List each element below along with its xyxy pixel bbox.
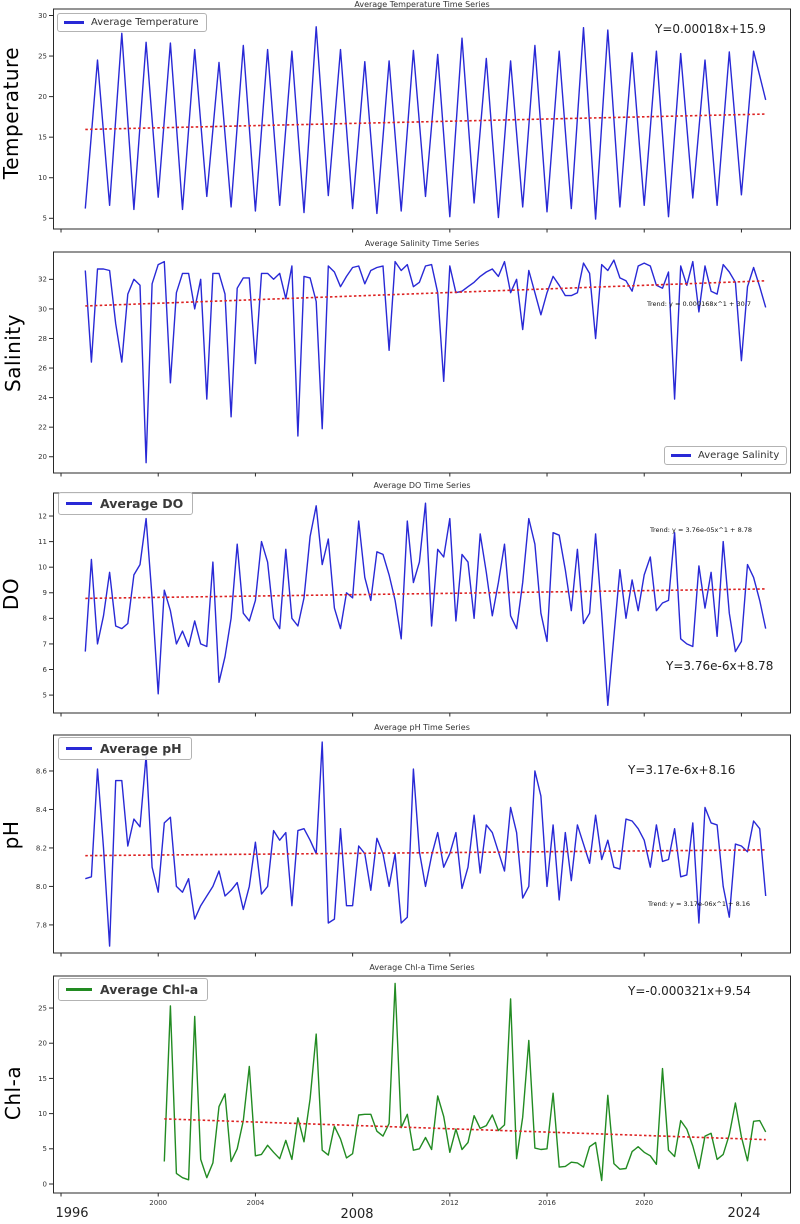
x-axis-label-1996: 1996 bbox=[55, 1206, 89, 1221]
y-tick-label: 15 bbox=[38, 134, 47, 142]
y-tick-label: 8.2 bbox=[36, 844, 47, 852]
y-tick-label: 7 bbox=[43, 640, 47, 648]
chla-series-line bbox=[163, 982, 767, 1182]
y-tick-label: 5 bbox=[43, 1145, 47, 1153]
y-tick-label: 15 bbox=[38, 1075, 47, 1083]
legend-line-swatch-temperature bbox=[64, 21, 84, 24]
ph-trend-line bbox=[85, 849, 766, 857]
legend-label-ph: Average pH bbox=[100, 741, 182, 756]
do-series-line bbox=[84, 502, 767, 707]
salinity-trend-line bbox=[85, 280, 766, 307]
x-axis-label-2024: 2024 bbox=[727, 1206, 761, 1221]
plot-border bbox=[53, 975, 791, 1194]
legend-do: Average DO bbox=[58, 492, 194, 515]
trend-annotation-ph: Trend: y = 3.17e-06x^1 + 8.16 bbox=[648, 900, 751, 908]
y-tick-label: 10 bbox=[38, 174, 47, 182]
x-tick-label: 2020 bbox=[635, 1199, 653, 1207]
y-tick-label: 30 bbox=[38, 305, 47, 313]
do-trend-line bbox=[85, 588, 766, 600]
y-tick-label: 30 bbox=[38, 12, 47, 20]
y-tick-label: 0 bbox=[43, 1180, 47, 1188]
plot-border bbox=[53, 251, 791, 474]
plot-border bbox=[53, 8, 791, 230]
y-tick-label: 22 bbox=[38, 424, 47, 432]
legend-line-swatch-chla bbox=[66, 987, 92, 992]
chart-title-salinity: Average Salinity Time Series bbox=[364, 239, 480, 248]
y-tick-label: 32 bbox=[38, 276, 47, 284]
legend-temperature: Average Temperature bbox=[57, 13, 207, 32]
equation-annotation-chla: Y=-0.000321x+9.54 bbox=[628, 984, 751, 998]
legend-line-swatch-salinity bbox=[671, 454, 691, 457]
legend-line-swatch-do bbox=[66, 501, 92, 506]
y-tick-label: 9 bbox=[43, 589, 47, 597]
x-tick-label: 2016 bbox=[538, 1199, 556, 1207]
y-tick-label: 20 bbox=[38, 93, 47, 101]
y-tick-label: 11 bbox=[38, 538, 47, 546]
y-tick-label: 28 bbox=[38, 335, 47, 343]
y-tick-label: 5 bbox=[43, 691, 47, 699]
chart-title-do: Average DO Time Series bbox=[373, 481, 471, 490]
x-tick-label: 2000 bbox=[149, 1199, 167, 1207]
y-tick-label: 10 bbox=[38, 1110, 47, 1118]
plot-border bbox=[53, 734, 791, 954]
chla-plot: 2000 2004 2012 2016 2020 0 5 10 15 20 25 bbox=[38, 975, 791, 1207]
plot-border bbox=[53, 492, 791, 714]
salinity-series-line bbox=[84, 259, 767, 464]
temperature-series-line bbox=[84, 26, 767, 220]
y-tick-label: 8.4 bbox=[36, 806, 48, 814]
legend-label-chla: Average Chl-a bbox=[100, 982, 199, 997]
y-tick-label: 8.6 bbox=[36, 767, 48, 775]
x-tick-label: 2004 bbox=[247, 1199, 265, 1207]
do-plot: 5 6 7 8 9 10 11 12 bbox=[38, 492, 791, 717]
y-tick-label: 20 bbox=[38, 1040, 47, 1048]
trend-annotation-do: Trend: y = 3.76e-05x^1 + 8.78 bbox=[650, 526, 753, 534]
chart-title-temperature: Average Temperature Time Series bbox=[354, 0, 490, 9]
y-tick-label: 5 bbox=[43, 215, 47, 223]
legend-line-swatch-ph bbox=[66, 746, 92, 751]
y-tick-label: 12 bbox=[38, 512, 47, 520]
equation-annotation-do: Y=3.76e-6x+8.78 bbox=[666, 659, 774, 673]
y-tick-label: 7.8 bbox=[36, 921, 47, 929]
y-tick-label: 25 bbox=[38, 1004, 47, 1012]
ph-plot: 7.8 8.0 8.2 8.4 8.6 bbox=[36, 734, 791, 957]
legend-label-salinity: Average Salinity bbox=[698, 450, 780, 461]
legend-ph: Average pH bbox=[58, 737, 192, 760]
y-tick-label: 26 bbox=[38, 364, 47, 372]
chart-title-chla: Average Chl-a Time Series bbox=[369, 963, 475, 972]
x-axis-label-2008: 2008 bbox=[340, 1207, 374, 1222]
y-tick-label: 24 bbox=[38, 394, 47, 402]
temperature-trend-line bbox=[85, 113, 766, 131]
y-tick-label: 8 bbox=[43, 615, 47, 623]
equation-annotation-ph: Y=3.17e-6x+8.16 bbox=[628, 763, 736, 777]
equation-annotation-temperature: Y=0.00018x+15.9 bbox=[655, 22, 766, 36]
y-tick-label: 8.0 bbox=[36, 883, 47, 891]
chart-title-ph: Average pH Time Series bbox=[374, 723, 470, 732]
legend-label-do: Average DO bbox=[100, 496, 184, 511]
legend-chla: Average Chl-a bbox=[58, 978, 209, 1001]
legend-label-temperature: Average Temperature bbox=[91, 17, 199, 28]
trend-annotation-salinity: Trend: y = 0.000168x^1 + 30.7 bbox=[647, 300, 751, 308]
temperature-plot: 5 10 15 20 25 30 bbox=[38, 8, 791, 233]
x-tick-label: 2012 bbox=[441, 1199, 459, 1207]
y-tick-label: 10 bbox=[38, 564, 47, 572]
chla-trend-line bbox=[164, 1118, 766, 1141]
y-tick-label: 20 bbox=[38, 453, 47, 461]
y-tick-label: 6 bbox=[43, 666, 48, 674]
legend-salinity: Average Salinity bbox=[664, 446, 788, 465]
salinity-plot: 20 22 24 26 28 30 32 bbox=[38, 251, 791, 477]
ph-series-line bbox=[85, 741, 767, 947]
y-tick-label: 25 bbox=[38, 52, 47, 60]
